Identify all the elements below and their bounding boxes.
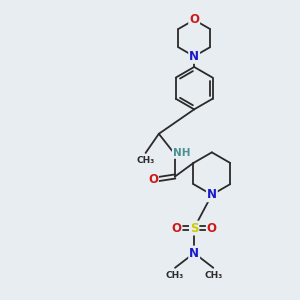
Text: CH₃: CH₃ — [166, 271, 184, 280]
Text: CH₃: CH₃ — [136, 157, 155, 166]
Text: O: O — [207, 221, 217, 235]
Text: S: S — [190, 221, 198, 235]
Text: O: O — [148, 173, 158, 186]
Text: N: N — [189, 50, 199, 63]
Text: O: O — [189, 14, 199, 26]
Text: N: N — [207, 188, 217, 201]
Text: N: N — [189, 247, 199, 260]
Text: O: O — [172, 221, 182, 235]
Text: NH: NH — [173, 148, 190, 158]
Text: CH₃: CH₃ — [204, 271, 222, 280]
